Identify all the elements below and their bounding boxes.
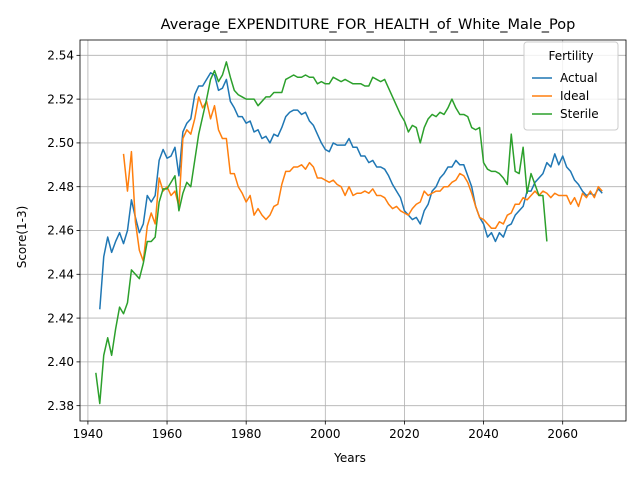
y-tick-label: 2.54 — [47, 49, 74, 63]
chart-title: Average_EXPENDITURE_FOR_HEALTH_of_White_… — [161, 17, 576, 33]
y-tick-label: 2.52 — [47, 92, 74, 106]
x-tick-label: 1980 — [231, 427, 262, 441]
x-tick-label: 2000 — [310, 427, 341, 441]
legend-title: Fertility — [548, 49, 593, 63]
x-tick-label: 1960 — [152, 427, 183, 441]
series-line-actual — [99, 72, 603, 310]
x-axis-ticks: 1940 1960 1980 2000 2020 2040 2060 — [73, 421, 578, 441]
legend-box — [523, 41, 619, 131]
x-tick-label: 2040 — [468, 427, 499, 441]
legend-label-ideal: Ideal — [560, 89, 589, 103]
x-tick-label: 2020 — [389, 427, 420, 441]
y-tick-label: 2.46 — [47, 224, 74, 238]
y-tick-label: 2.48 — [47, 180, 74, 194]
series-line-sterile — [95, 61, 548, 405]
gridlines — [80, 40, 626, 421]
legend-label-actual: Actual — [560, 71, 598, 85]
x-tick-label: 1940 — [73, 427, 104, 441]
y-axis-label: Score(1-3) — [15, 206, 29, 269]
legend-entries: Actual Ideal Sterile — [532, 71, 599, 121]
series-lines — [95, 61, 603, 405]
y-tick-label: 2.42 — [47, 311, 74, 325]
legend-label-sterile: Sterile — [560, 107, 599, 121]
y-tick-label: 2.50 — [47, 136, 74, 150]
y-axis-ticks: 2.38 2.40 2.42 2.44 2.46 2.48 2.50 2.52 2.54 — [47, 49, 80, 413]
series-line-ideal — [122, 96, 603, 262]
y-tick-label: 2.40 — [47, 355, 74, 369]
y-tick-label: 2.38 — [47, 399, 74, 413]
y-tick-label: 2.44 — [47, 267, 74, 281]
legend: Fertility Actual Ideal Sterile — [523, 41, 619, 131]
x-axis-label: Years — [333, 451, 366, 465]
x-tick-label: 2060 — [547, 427, 578, 441]
